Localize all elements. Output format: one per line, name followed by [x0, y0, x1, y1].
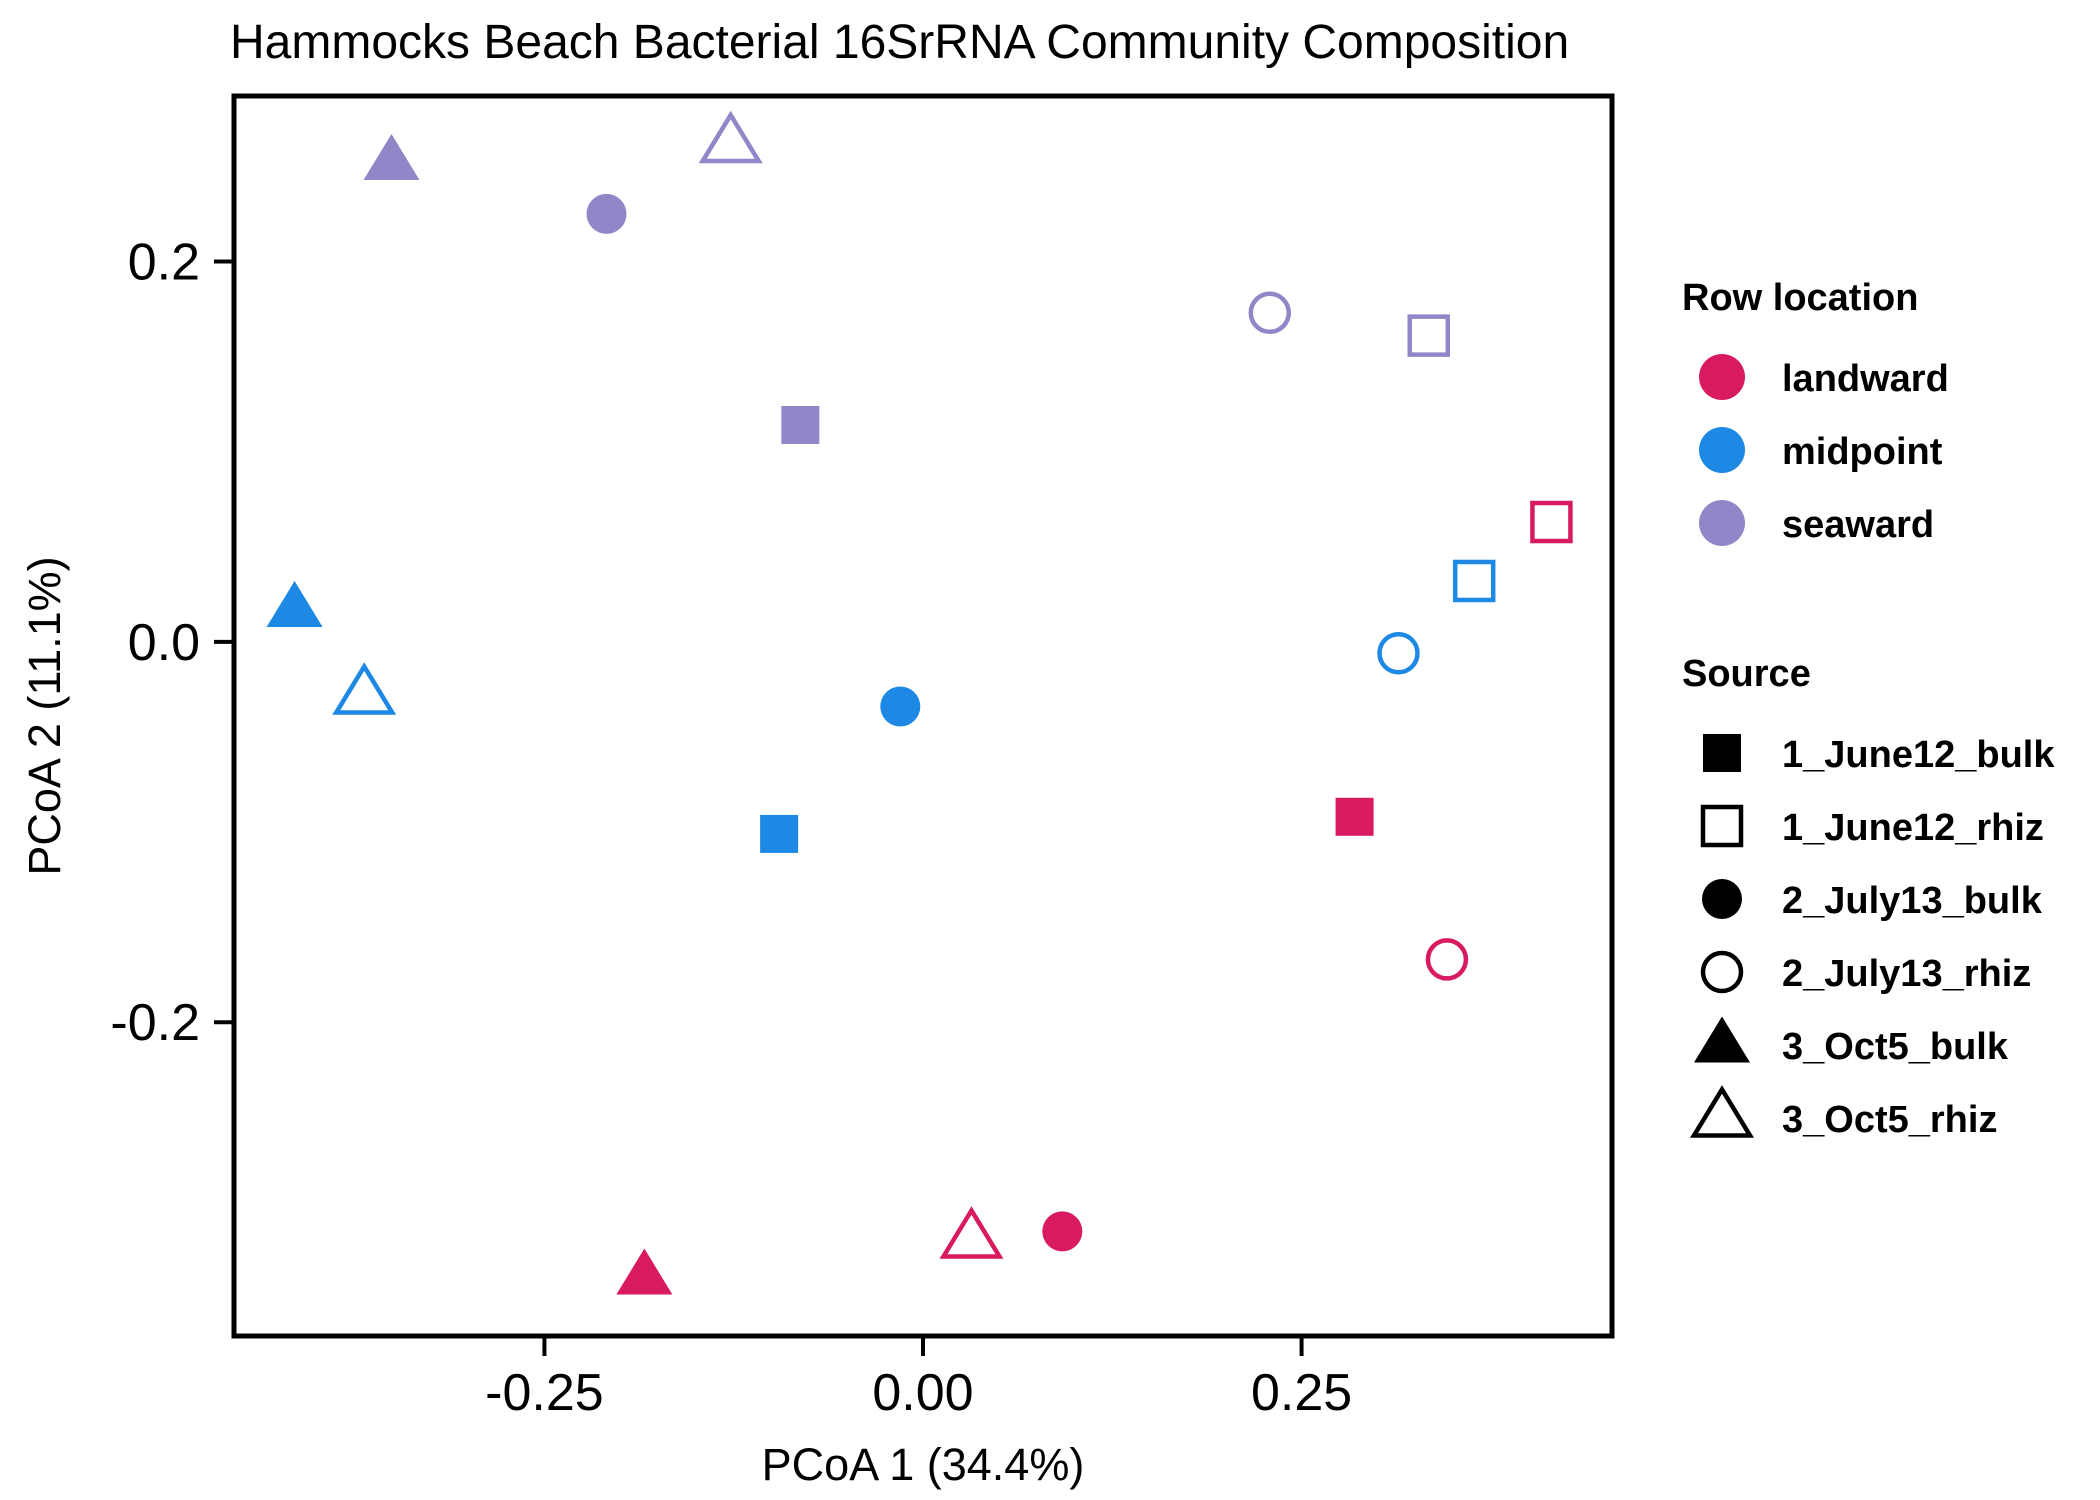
legend-shape-swatch — [1702, 879, 1742, 919]
x-axis: -0.25 0.00 0.25 — [485, 1336, 1352, 1422]
shape-legend-items: 1_June12_bulk 1_June12_rhiz 2_July13_bulk 2… — [1689, 734, 2055, 1141]
legend-shape-swatch — [1700, 804, 1744, 848]
data-point — [760, 814, 799, 853]
legend: Row location landward midpoint seaward Sou… — [1682, 277, 2055, 1141]
data-point — [1425, 938, 1469, 981]
data-point — [1530, 500, 1573, 544]
legend-shape-label: 3_Oct5_rhiz — [1782, 1099, 1997, 1141]
data-points — [266, 110, 1573, 1295]
x-tick-label: 0.25 — [1251, 1364, 1352, 1422]
data-point — [1335, 797, 1374, 836]
data-point — [781, 406, 820, 445]
legend-color-swatch — [1699, 500, 1745, 546]
data-point — [1042, 1211, 1083, 1252]
plot-panel-border — [231, 93, 1615, 1339]
legend-shape-swatch — [1694, 1016, 1750, 1063]
color-legend-title: Row location — [1682, 277, 1918, 319]
y-tick-label: -0.2 — [110, 994, 200, 1052]
legend-shape-label: 1_June12_bulk — [1782, 734, 2055, 776]
shape-legend-title: Source — [1682, 653, 1811, 695]
data-point — [698, 110, 763, 164]
data-point — [616, 1248, 673, 1295]
data-point — [1407, 314, 1451, 357]
x-tick-label: 0.00 — [872, 1364, 973, 1422]
data-point — [1248, 291, 1292, 335]
legend-color-label: midpoint — [1782, 431, 1943, 473]
data-point — [880, 686, 921, 727]
legend-color-label: landward — [1782, 358, 1949, 400]
legend-color-label: seaward — [1782, 504, 1934, 546]
legend-shape-label: 1_June12_rhiz — [1782, 807, 2044, 849]
legend-color-swatch — [1699, 354, 1745, 400]
data-point — [332, 662, 397, 715]
data-point — [586, 193, 627, 234]
y-axis: 0.2 0.0 -0.2 — [110, 233, 234, 1052]
y-tick-label: 0.2 — [128, 233, 200, 291]
legend-shape-label: 3_Oct5_bulk — [1782, 1026, 2009, 1068]
data-point — [939, 1206, 1004, 1259]
data-point — [363, 134, 420, 181]
y-tick-label: 0.0 — [128, 614, 200, 672]
x-tick-label: -0.25 — [485, 1364, 604, 1422]
legend-shape-swatch — [1700, 950, 1744, 994]
legend-shape-label: 2_July13_rhiz — [1782, 953, 2031, 995]
legend-shape-label: 2_July13_bulk — [1782, 880, 2043, 922]
legend-shape-swatch — [1703, 734, 1741, 772]
legend-color-swatch — [1699, 427, 1745, 473]
x-axis-label: PCoA 1 (34.4%) — [762, 1439, 1085, 1490]
data-point — [1452, 559, 1496, 603]
data-point — [266, 580, 323, 627]
color-legend-items: landward midpoint seaward — [1699, 354, 1949, 546]
legend-shape-swatch — [1689, 1085, 1755, 1138]
y-axis-label: PCoA 2 (11.1%) — [19, 556, 70, 875]
chart-title: Hammocks Beach Bacterial 16SrRNA Communi… — [230, 16, 1569, 69]
data-point — [1377, 631, 1420, 675]
